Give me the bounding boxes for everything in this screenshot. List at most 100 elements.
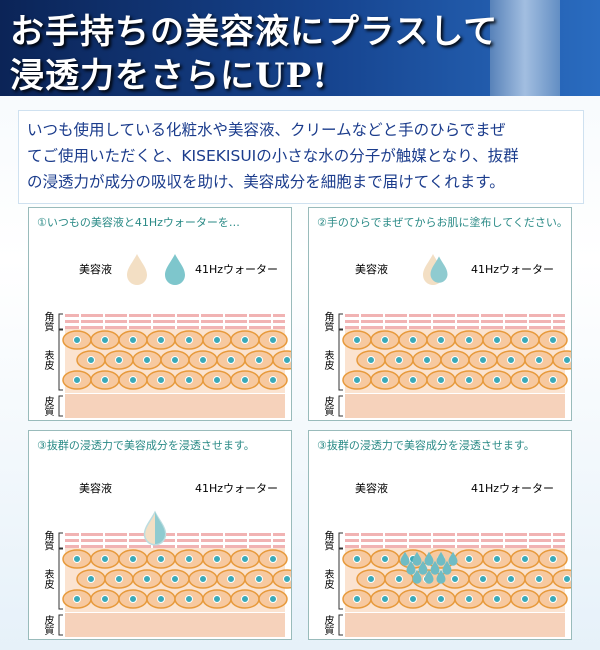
band-gap (431, 314, 433, 317)
band-gap (359, 326, 361, 329)
layer-label: 角質 (322, 311, 334, 332)
nucleus (409, 595, 417, 603)
band-gap (175, 326, 177, 329)
layer-label: 皮質 (322, 395, 334, 417)
nucleus (535, 356, 543, 364)
nucleus (199, 356, 207, 364)
band-gap (175, 533, 177, 536)
nucleus (381, 555, 389, 563)
panel: ②手のひらでまぜてからお肌に塗布してください。美容液 41Hzウォーター角質表皮皮… (308, 207, 572, 421)
band-gap (431, 539, 433, 542)
nucleus (73, 595, 81, 603)
nucleus (213, 336, 221, 344)
nucleus (241, 555, 249, 563)
cell (272, 569, 291, 589)
layer-label: 皮質 (322, 614, 334, 636)
bracket (338, 548, 343, 610)
nucleus (437, 595, 445, 603)
panel-caption: ③抜群の浸透力で美容成分を浸透させます。 (37, 438, 255, 452)
band-gap (127, 320, 129, 323)
band-gap (223, 545, 225, 548)
nucleus (185, 555, 193, 563)
band-gap (127, 539, 129, 542)
bracket (58, 532, 63, 549)
drop (165, 254, 185, 285)
intro-box: いつも使用している化粧水や美容液、クリームなどと手のひらでまぜ てご使用いただく… (18, 110, 584, 204)
band-gap (455, 533, 457, 536)
nucleus (507, 575, 515, 583)
band-gap (455, 539, 457, 542)
band-gap (503, 533, 505, 536)
bracket (338, 614, 343, 636)
layer-label: 皮質 (42, 614, 54, 636)
band-gap (79, 545, 81, 548)
band-gap (383, 545, 385, 548)
bracket (58, 614, 63, 636)
band-gap (79, 314, 81, 317)
nucleus (185, 376, 193, 384)
band-gap (359, 314, 361, 317)
nucleus (73, 555, 81, 563)
nucleus (465, 336, 473, 344)
nucleus (73, 336, 81, 344)
band-gap (151, 314, 153, 317)
nucleus (521, 555, 529, 563)
nucleus (283, 575, 291, 583)
layer-label: 角質 (42, 311, 54, 332)
band-gap (551, 326, 553, 329)
cell (552, 350, 571, 370)
band-gap (479, 533, 481, 536)
nucleus (129, 376, 137, 384)
band-gap (479, 320, 481, 323)
nucleus (353, 595, 361, 603)
drop (400, 551, 410, 566)
band-gap (199, 314, 201, 317)
band-gap (527, 320, 529, 323)
band-gap (199, 533, 201, 536)
nucleus (213, 376, 221, 384)
nucleus (367, 575, 375, 583)
nucleus (437, 336, 445, 344)
panel-caption: ①いつもの美容液と41Hzウォーターを… (37, 215, 240, 229)
band-gap (407, 314, 409, 317)
band-gap (199, 320, 201, 323)
band-gap (503, 314, 505, 317)
nucleus (479, 575, 487, 583)
nucleus (129, 336, 137, 344)
band-gap (503, 320, 505, 323)
nucleus (129, 595, 137, 603)
water-label: 41Hzウォーター (471, 263, 554, 276)
band-gap (79, 326, 81, 329)
nucleus (493, 336, 501, 344)
nucleus (143, 575, 151, 583)
band-gap (79, 320, 81, 323)
band-gap (527, 545, 529, 548)
band-gap (271, 320, 273, 323)
nucleus (479, 356, 487, 364)
drop (424, 569, 434, 584)
band-gap (407, 320, 409, 323)
band-gap (383, 320, 385, 323)
water-label: 41Hzウォーター (195, 263, 278, 276)
drop (424, 551, 434, 566)
intro-line: の浸透力が成分の吸収を助け、美容成分を細胞まで届けてくれます。 (27, 173, 505, 191)
band-gap (359, 539, 361, 542)
panel-caption: ③抜群の浸透力で美容成分を浸透させます。 (317, 438, 535, 452)
band-gap (271, 326, 273, 329)
nucleus (353, 336, 361, 344)
dermis (345, 613, 565, 637)
band-gap (127, 314, 129, 317)
nucleus (241, 336, 249, 344)
band-gap (527, 533, 529, 536)
band-gap (247, 326, 249, 329)
nucleus (507, 356, 515, 364)
nucleus (381, 376, 389, 384)
band-gap (479, 539, 481, 542)
dermis (65, 394, 285, 418)
nucleus (269, 555, 277, 563)
nucleus (143, 356, 151, 364)
nucleus (115, 356, 123, 364)
band-gap (127, 533, 129, 536)
band-gap (79, 533, 81, 536)
